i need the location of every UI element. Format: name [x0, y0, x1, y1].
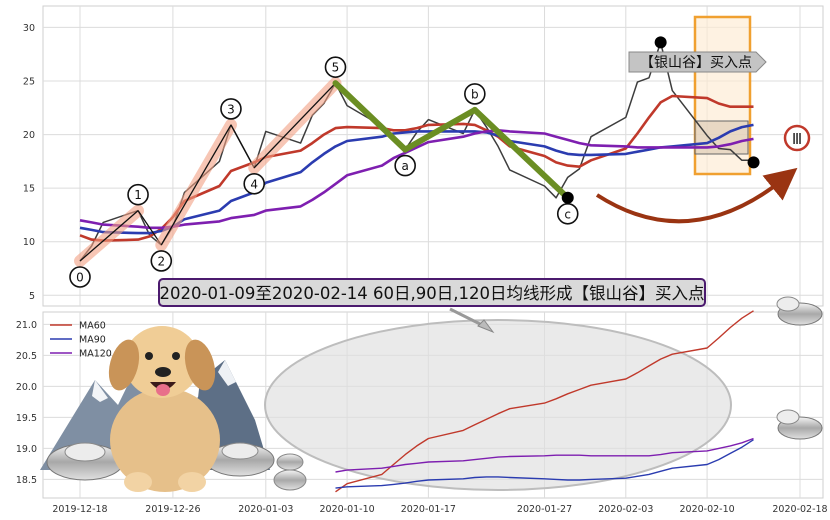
wave-label-text: 3: [227, 102, 235, 116]
wave-corrective-segment: [332, 80, 409, 153]
series-line-ma60: [335, 310, 754, 493]
top-y-tick-label: 10: [23, 237, 35, 248]
highlight-ellipse: [264, 319, 732, 491]
roman-badge: Ⅲ: [783, 124, 811, 152]
x-tick-label: 2020-01-27: [517, 504, 572, 515]
legend-label: MA90: [79, 335, 106, 346]
ingot-illustration-top-right: [776, 296, 823, 326]
wave-label-circle: [324, 56, 347, 78]
bottom-y-tick-label: 19.0: [16, 444, 37, 455]
x-tick-label: 2020-01-03: [238, 504, 293, 515]
top-panel-y-ticks: 5 10 15 20 25 30: [23, 23, 35, 302]
wave-segment: [253, 82, 336, 169]
bottom-y-tick-label: 21.0: [16, 320, 37, 331]
series-line-ma-mid: [79, 123, 754, 235]
signal-label-callout: 【银山谷】买入点: [628, 51, 767, 73]
ingot-stack-illustration: [273, 453, 307, 491]
x-axis-ticks: 2019-12-18 2019-12-26 2020-01-03 2020-01-10…: [52, 504, 827, 515]
wave-segment: [137, 210, 162, 246]
x-tick-label: 2019-12-18: [52, 504, 107, 515]
wave-label-text: 0: [76, 271, 84, 285]
top-y-tick-label: 20: [23, 130, 35, 141]
ingot-illustration-left: [46, 442, 124, 481]
signal-markers: [561, 36, 760, 204]
bottom-y-tick-label: 19.5: [16, 413, 37, 424]
banner-pointer-head: [477, 319, 495, 334]
signal-marker: [654, 36, 667, 49]
bottom-panel-y-ticks: 18.5 19.0 19.5 20.0 20.5 21.0: [16, 320, 37, 486]
signal-marker: [747, 156, 760, 169]
wave-label-circle: [220, 98, 242, 120]
wave-segment: [79, 210, 139, 262]
roman-badge-text: Ⅲ: [792, 130, 802, 148]
bottom-y-tick-label: 20.5: [16, 351, 37, 362]
legend: MA60 MA90 MA120: [50, 321, 112, 360]
wave-corrective-segment: [402, 106, 478, 153]
wave-corrective-segment: [471, 106, 571, 201]
wave-label-circle: [464, 83, 486, 105]
dog-illustration: [108, 326, 220, 492]
wave-segment: [230, 124, 255, 169]
wave-label-text: c: [564, 207, 571, 221]
wave-label-circle: [243, 172, 265, 195]
series-line-ma-long: [79, 129, 754, 230]
top-y-tick-label: 30: [23, 23, 35, 34]
wave-label-circle: [69, 266, 91, 288]
bottom-y-tick-label: 20.0: [16, 382, 37, 393]
banner-text: 2020-01-09至2020-02-14 60日,90日,120日均线形成【银…: [160, 284, 705, 303]
x-tick-label: 2020-01-17: [401, 504, 456, 515]
wave-label-circle: [127, 183, 149, 206]
x-tick-label: 2020-01-10: [319, 504, 374, 515]
wave-label-text: a: [401, 159, 408, 173]
wave-label-circle: [394, 154, 416, 177]
wave-segment: [160, 124, 232, 246]
wave-label-text: 4: [250, 177, 258, 191]
x-tick-label: 2019-12-26: [145, 504, 200, 515]
wave-label-text: 5: [332, 61, 340, 75]
banner: 2020-01-09至2020-02-14 60日,90日,120日均线形成【银…: [158, 278, 706, 307]
wave-label-text: 1: [134, 188, 142, 202]
ingot-illustration-bottom-right: [776, 409, 823, 440]
wave-label-circle: [150, 250, 173, 272]
top-y-tick-label: 15: [23, 184, 35, 195]
series-line-ma90: [335, 439, 754, 489]
wave-label-text: b: [471, 87, 479, 101]
top-y-tick-label: 25: [23, 77, 35, 88]
legend-label: MA120: [79, 349, 112, 360]
x-tick-label: 2020-02-03: [598, 504, 653, 515]
signal-label-text: 【银山谷】买入点: [640, 55, 752, 71]
bottom-y-tick-label: 18.5: [16, 475, 37, 486]
series-line-ma120: [335, 437, 754, 473]
x-tick-label: 2020-02-18: [772, 504, 827, 515]
forecast-arrow: [595, 167, 798, 224]
elliott-wave-labels: 0 1 2 3 4 5 a b c: [69, 56, 579, 288]
ingot-illustration-right: [205, 442, 275, 477]
top-y-tick-label: 5: [29, 291, 35, 302]
wave-label-text: 2: [157, 254, 165, 268]
legend-label: MA60: [79, 321, 106, 332]
x-tick-label: 2020-02-10: [679, 504, 734, 515]
signal-marker: [561, 191, 574, 204]
bottom-panel-series: [335, 310, 754, 493]
elliott-wave-overlay: [74, 77, 571, 267]
